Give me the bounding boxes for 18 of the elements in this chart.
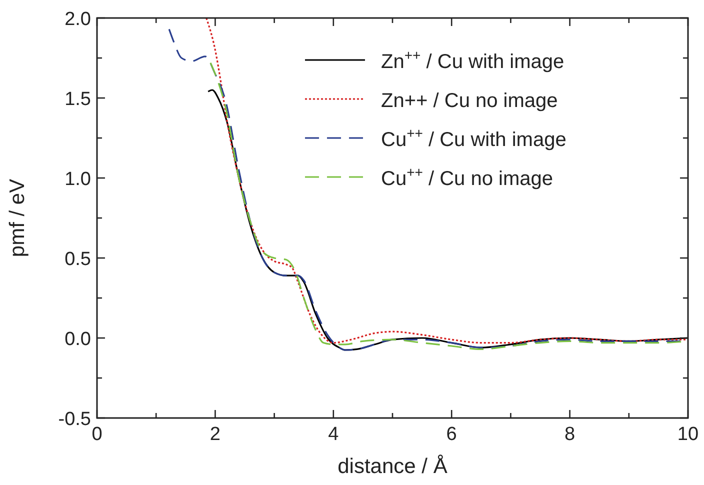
x-tick-label: 8 bbox=[564, 424, 576, 445]
x-tick-label: 4 bbox=[328, 424, 340, 445]
y-axis-title: pmf / eV bbox=[6, 178, 29, 258]
y-tick-label: 2.0 bbox=[64, 9, 91, 30]
legend-label: Cu$^{++}$ / Cu with image bbox=[381, 125, 566, 151]
legend-label: Cu$^{++}$ / Cu no image bbox=[381, 164, 554, 190]
y-tick-label: 1.0 bbox=[64, 169, 91, 190]
x-tick-label: 0 bbox=[92, 424, 102, 445]
y-tick-label: -0.5 bbox=[58, 409, 91, 430]
x-axis-title: distance / Å bbox=[338, 454, 448, 478]
x-tick-label: 2 bbox=[210, 424, 220, 445]
y-tick-label: 1.5 bbox=[64, 89, 91, 110]
y-tick-label: 0.0 bbox=[64, 329, 91, 350]
legend-label: Zn++ / Cu no image bbox=[381, 90, 558, 112]
legend-label: Zn$^{++}$ / Cu with image bbox=[381, 47, 564, 73]
x-tick-label: 6 bbox=[446, 424, 457, 445]
y-tick-label: 0.5 bbox=[64, 249, 91, 270]
x-tick-label: 10 bbox=[677, 424, 699, 445]
